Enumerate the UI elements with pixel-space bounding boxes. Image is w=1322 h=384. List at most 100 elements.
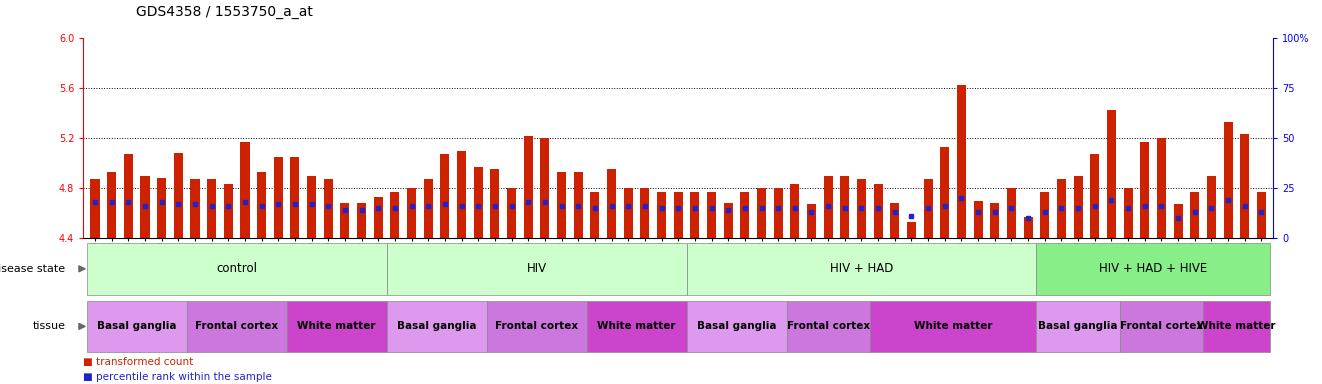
Bar <box>1157 138 1166 238</box>
Bar <box>758 188 765 238</box>
Bar <box>791 184 800 238</box>
Bar <box>890 203 899 238</box>
Bar <box>723 203 732 238</box>
Bar <box>624 188 633 238</box>
Bar <box>973 201 982 238</box>
Bar <box>686 243 1036 295</box>
Text: Basal ganglia: Basal ganglia <box>397 321 476 331</box>
Bar <box>1073 176 1083 238</box>
Bar <box>1240 134 1249 238</box>
Bar <box>707 192 717 238</box>
Bar <box>924 179 933 238</box>
Bar <box>386 301 486 352</box>
Bar <box>1190 192 1199 238</box>
Bar <box>1223 122 1232 238</box>
Bar <box>423 179 432 238</box>
Bar <box>524 136 533 238</box>
Text: disease state: disease state <box>0 264 66 274</box>
Bar <box>340 203 349 238</box>
Bar <box>1091 154 1100 238</box>
Bar <box>1040 192 1050 238</box>
Bar <box>1174 204 1183 238</box>
Bar <box>274 157 283 238</box>
Bar <box>90 179 99 238</box>
Bar <box>1007 188 1017 238</box>
Bar <box>1124 188 1133 238</box>
Bar <box>324 179 333 238</box>
Bar <box>874 184 883 238</box>
Text: HIV + HAD + HIVE: HIV + HAD + HIVE <box>1099 262 1207 275</box>
Bar <box>390 192 399 238</box>
Bar <box>587 301 686 352</box>
Bar <box>107 172 116 238</box>
Bar <box>1207 176 1216 238</box>
Bar <box>1140 142 1149 238</box>
Bar <box>773 188 783 238</box>
Bar <box>841 176 850 238</box>
Bar <box>473 167 483 238</box>
Text: Frontal cortex: Frontal cortex <box>1120 321 1203 331</box>
Bar <box>690 192 699 238</box>
Bar <box>287 301 386 352</box>
Bar <box>870 301 1036 352</box>
Bar <box>674 192 682 238</box>
Bar <box>1036 243 1269 295</box>
Bar <box>1257 192 1266 238</box>
Bar <box>657 192 666 238</box>
Bar <box>486 301 587 352</box>
Text: Basal ganglia: Basal ganglia <box>1038 321 1118 331</box>
Text: tissue: tissue <box>33 321 66 331</box>
Bar <box>374 197 383 238</box>
Bar <box>440 154 449 238</box>
Bar <box>907 222 916 238</box>
Text: White matter: White matter <box>297 321 375 331</box>
Bar <box>506 188 516 238</box>
Bar <box>407 188 416 238</box>
Bar <box>173 153 182 238</box>
Text: ■ transformed count: ■ transformed count <box>83 357 193 367</box>
Text: Basal ganglia: Basal ganglia <box>97 321 176 331</box>
Bar <box>591 192 599 238</box>
Bar <box>1120 301 1203 352</box>
Bar <box>223 184 233 238</box>
Bar <box>1056 179 1066 238</box>
Bar <box>607 169 616 238</box>
Text: ■ percentile rank within the sample: ■ percentile rank within the sample <box>83 372 272 382</box>
Bar <box>787 301 870 352</box>
Bar <box>157 178 167 238</box>
Bar <box>124 154 132 238</box>
Bar <box>806 204 816 238</box>
Bar <box>1023 217 1032 238</box>
Bar <box>256 172 266 238</box>
Bar <box>1107 109 1116 238</box>
Bar <box>140 176 149 238</box>
Text: GDS4358 / 1553750_a_at: GDS4358 / 1553750_a_at <box>136 5 313 19</box>
Bar <box>307 176 316 238</box>
Bar <box>87 243 386 295</box>
Text: HIV + HAD: HIV + HAD <box>830 262 894 275</box>
Bar <box>824 176 833 238</box>
Bar <box>208 179 217 238</box>
Text: White matter: White matter <box>1198 321 1276 331</box>
Text: Basal ganglia: Basal ganglia <box>697 321 776 331</box>
Bar <box>357 203 366 238</box>
Bar <box>490 169 500 238</box>
Text: control: control <box>215 262 256 275</box>
Bar <box>957 84 966 238</box>
Bar <box>190 179 200 238</box>
Bar <box>186 301 287 352</box>
Bar <box>386 243 686 295</box>
Bar <box>1203 301 1269 352</box>
Text: Frontal cortex: Frontal cortex <box>494 321 578 331</box>
Bar <box>241 142 250 238</box>
Bar <box>87 301 186 352</box>
Bar <box>457 151 467 238</box>
Bar <box>857 179 866 238</box>
Text: Frontal cortex: Frontal cortex <box>196 321 278 331</box>
Text: White matter: White matter <box>914 321 993 331</box>
Bar <box>990 203 999 238</box>
Bar <box>541 138 550 238</box>
Bar <box>557 172 566 238</box>
Bar <box>740 192 750 238</box>
Bar <box>291 157 300 238</box>
